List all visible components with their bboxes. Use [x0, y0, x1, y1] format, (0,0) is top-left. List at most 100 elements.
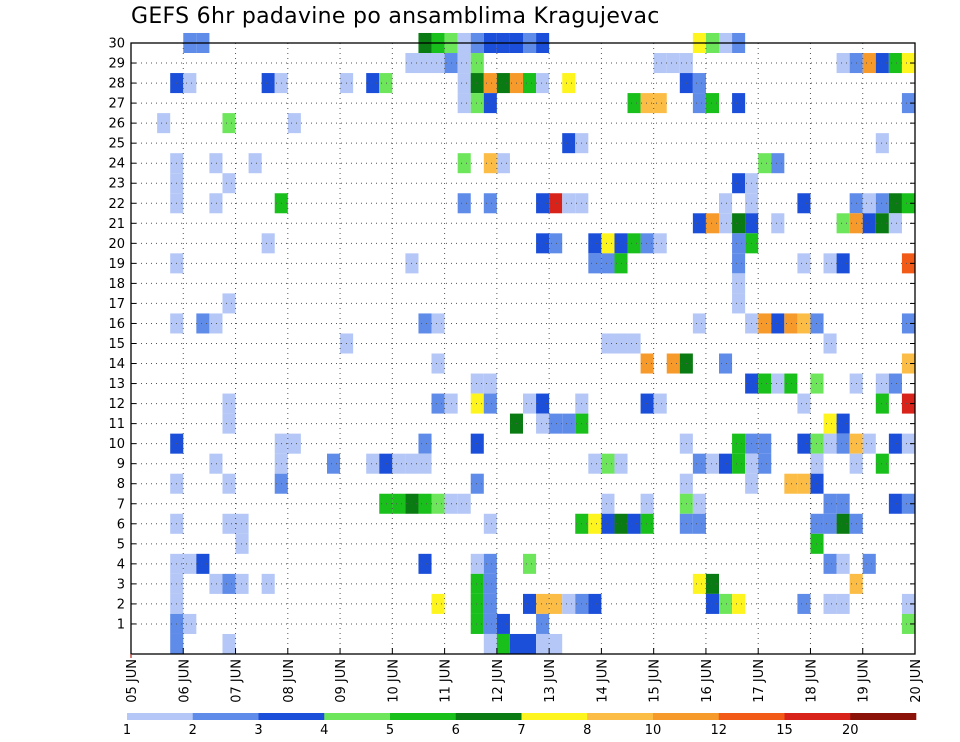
- precip-cell: [431, 353, 445, 374]
- precip-cell: [640, 513, 654, 534]
- precip-cell: [470, 73, 484, 94]
- precip-cell: [536, 633, 550, 654]
- precip-cell: [457, 93, 471, 114]
- y-tick-label: 4: [117, 557, 125, 572]
- precip-cell: [901, 193, 915, 214]
- precip-cell: [536, 73, 550, 94]
- precip-cell: [653, 93, 667, 114]
- precip-cell: [875, 213, 889, 234]
- x-tick-label: 18 JUN: [804, 659, 819, 703]
- precip-cell: [431, 53, 445, 74]
- precip-cell: [719, 193, 733, 214]
- precip-cell: [562, 593, 576, 614]
- y-tick-label: 28: [108, 77, 125, 92]
- y-tick-label: 30: [108, 37, 125, 52]
- x-tick-label: 08 JUN: [282, 659, 297, 703]
- precip-cell: [496, 153, 510, 174]
- y-tick-label: 5: [117, 537, 125, 552]
- precip-cell: [901, 493, 915, 514]
- precip-cell: [431, 493, 445, 514]
- precip-cell: [601, 513, 615, 534]
- precip-cell: [719, 593, 733, 614]
- color-legend: 1 2 3 4 5 6 7 8 10 12 15 20: [123, 713, 917, 738]
- x-tick-label: 14 JUN: [595, 659, 610, 703]
- precip-cell: [875, 453, 889, 474]
- precip-cell: [823, 253, 837, 274]
- precip-cell: [732, 173, 746, 194]
- y-tick-label: 3: [117, 577, 125, 592]
- precip-cell: [771, 153, 785, 174]
- precip-cell: [483, 73, 497, 94]
- precip-cell: [523, 593, 537, 614]
- precip-cell: [797, 593, 811, 614]
- x-tick-label: 17 JUN: [752, 659, 767, 703]
- y-tick-label: 20: [108, 237, 125, 252]
- plot-frame: [130, 42, 916, 655]
- precip-cell: [287, 113, 301, 134]
- precip-cell: [901, 613, 915, 634]
- precip-cell: [483, 393, 497, 414]
- legend-label: 4: [320, 723, 328, 738]
- precip-cell: [562, 73, 576, 94]
- x-tick-label: 16 JUN: [700, 659, 715, 703]
- legend-swatch: [127, 713, 194, 720]
- x-tick-label: 20 JUN: [909, 659, 924, 703]
- precip-cell: [431, 593, 445, 614]
- precip-cell: [758, 373, 772, 394]
- precip-cell: [627, 513, 641, 534]
- precip-cell: [797, 253, 811, 274]
- precip-cell: [627, 333, 641, 354]
- legend-label: 20: [842, 723, 859, 738]
- precip-cell: [418, 493, 432, 514]
- precip-cell: [810, 473, 824, 494]
- precip-cell: [732, 233, 746, 254]
- precip-cell: [640, 353, 654, 374]
- precip-cell: [588, 233, 602, 254]
- precip-cell: [823, 593, 837, 614]
- precip-cell: [692, 513, 706, 534]
- precip-cell: [692, 573, 706, 594]
- precip-cell: [457, 193, 471, 214]
- precip-cell: [418, 453, 432, 474]
- precip-cell: [235, 573, 249, 594]
- precip-cell: [666, 53, 680, 74]
- precip-cell: [549, 193, 563, 214]
- precip-cell: [810, 313, 824, 334]
- precip-cell: [222, 393, 236, 414]
- precip-cell: [836, 253, 850, 274]
- y-tick-label: 16: [108, 317, 125, 332]
- precip-cell: [784, 473, 798, 494]
- legend-label: 2: [189, 723, 197, 738]
- precip-cell: [692, 213, 706, 234]
- precip-cell: [758, 453, 772, 474]
- precip-cell: [627, 93, 641, 114]
- precip-cell: [784, 313, 798, 334]
- precip-cell: [562, 193, 576, 214]
- precip-cell: [875, 373, 889, 394]
- precip-cell: [483, 573, 497, 594]
- precip-cell: [836, 413, 850, 434]
- y-tick-label: 12: [108, 397, 125, 412]
- precip-cell: [862, 53, 876, 74]
- precip-cell: [901, 313, 915, 334]
- precip-cell: [483, 553, 497, 574]
- precip-cell: [379, 73, 393, 94]
- precip-cell: [732, 433, 746, 454]
- precip-cell: [640, 393, 654, 414]
- legend-swatch: [653, 713, 720, 720]
- precip-cell: [483, 513, 497, 534]
- precip-cell: [457, 153, 471, 174]
- precip-cell: [862, 193, 876, 214]
- precip-cell: [888, 433, 902, 454]
- legend-swatch: [455, 713, 522, 720]
- precip-cell: [666, 353, 680, 374]
- legend-label: 7: [517, 723, 525, 738]
- precip-cell: [692, 93, 706, 114]
- x-tick-label: 06 JUN: [177, 659, 192, 703]
- precip-cell: [836, 553, 850, 574]
- precip-cell: [875, 393, 889, 414]
- precip-cell: [523, 553, 537, 574]
- precip-cell: [470, 373, 484, 394]
- y-tick-label: 23: [108, 177, 125, 192]
- precip-cell: [366, 453, 380, 474]
